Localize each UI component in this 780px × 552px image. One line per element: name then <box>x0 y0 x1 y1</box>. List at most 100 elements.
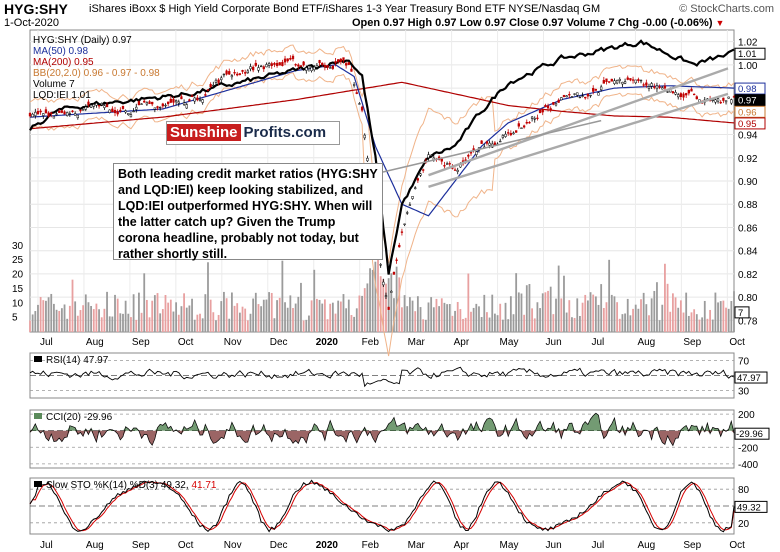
volume-bar <box>297 296 300 332</box>
volume-bar <box>201 318 204 332</box>
volume-bar <box>557 265 560 332</box>
price-candle-body <box>79 109 82 112</box>
volume-bar <box>597 304 600 332</box>
price-candle-body <box>220 77 223 80</box>
chart-header: HYG:SHY iShares iBoxx $ High Yield Corpo… <box>2 0 778 32</box>
price-candle-body <box>600 86 603 91</box>
volume-bar <box>318 299 321 332</box>
volume-bar <box>302 320 305 332</box>
price-candle-body <box>607 81 611 83</box>
volume-tick-label: 20 <box>12 270 24 281</box>
price-candle-body <box>302 61 305 66</box>
price-candle-body <box>344 63 348 66</box>
y-tick-label: 0.86 <box>738 223 758 234</box>
trendline-lower <box>428 92 729 188</box>
volume-bar <box>31 314 34 332</box>
volume-bar <box>695 314 698 332</box>
volume-badge <box>734 306 750 319</box>
volume-bar <box>345 308 348 332</box>
price-candle-body <box>34 111 37 116</box>
price-candle-body <box>398 244 401 248</box>
symbol-description: iShares iBoxx $ High Yield Corporate Bon… <box>89 3 601 15</box>
volume-bar <box>422 319 425 332</box>
price-candle-body <box>594 89 598 91</box>
chart-date: 1-Oct-2020 <box>4 17 60 29</box>
down-triangle-icon: ▼ <box>715 18 725 28</box>
volume-bar <box>584 294 587 332</box>
volume-bar <box>424 319 427 332</box>
volume-bar <box>119 313 122 332</box>
price-candle-body <box>238 73 242 75</box>
price-candle-body <box>403 223 406 225</box>
price-candle-body <box>507 132 510 134</box>
volume-bar <box>145 299 148 332</box>
volume-bar <box>395 266 398 332</box>
price-candle-body <box>55 113 58 115</box>
volume-bar <box>53 303 55 332</box>
volume-bar <box>207 262 209 332</box>
price-candle-body <box>488 142 491 146</box>
volume-bar <box>470 311 472 332</box>
volume-bar <box>435 298 438 332</box>
price-candle-body <box>228 71 231 75</box>
sto-badge-text: 49.32 <box>737 502 761 513</box>
volume-bar <box>709 309 711 332</box>
volume-bar <box>706 318 709 332</box>
price-candle-body <box>634 79 637 84</box>
x-tick-label-bottom: May <box>500 540 519 551</box>
volume-bar <box>581 302 584 332</box>
price-candle-body <box>337 59 340 62</box>
panel-legend-swatch <box>34 413 42 419</box>
price-candle-body <box>286 58 289 62</box>
price-candle-body <box>105 104 109 108</box>
price-candle-body <box>108 109 111 113</box>
price-candle-body <box>453 169 457 171</box>
volume-bar <box>579 315 581 332</box>
price-candle-body <box>395 259 398 261</box>
price-candle-body <box>581 95 584 97</box>
price-candle-body <box>515 130 518 133</box>
price-candle-body <box>562 94 566 98</box>
cci-negative-area <box>30 430 734 446</box>
volume-bar <box>212 312 215 332</box>
trendline-upper <box>428 67 729 177</box>
x-tick-label: Dec <box>270 337 288 348</box>
volume-bar <box>401 307 403 332</box>
volume-bar <box>103 308 106 332</box>
annotation-box: Both leading credit market ratios (HYG:S… <box>113 163 383 261</box>
price-candle-body <box>557 99 560 103</box>
volume-bar <box>175 302 178 332</box>
price-candle-body <box>58 110 61 113</box>
price-candle-body <box>350 68 353 72</box>
volume-bar <box>624 313 626 332</box>
volume-bar <box>456 301 459 332</box>
volume-bar <box>602 308 605 332</box>
x-tick-label: Aug <box>637 337 655 348</box>
price-candle-body <box>111 108 114 113</box>
volume-bar <box>326 319 329 332</box>
volume-bar <box>361 295 363 332</box>
price-candle-body <box>166 101 170 105</box>
price-candle-body <box>39 110 42 113</box>
volume-bar <box>50 293 53 332</box>
volume-bar <box>167 302 170 332</box>
volume-bar <box>116 298 119 332</box>
source-credit[interactable]: © StockCharts.com <box>679 3 774 15</box>
volume-bar <box>406 306 409 332</box>
volume-bar <box>47 297 50 332</box>
volume-bar <box>632 308 634 332</box>
price-candle-body <box>674 92 677 95</box>
volume-bar <box>520 293 523 332</box>
y-tick-label: 0.88 <box>738 200 758 211</box>
price-candle-body <box>445 163 449 165</box>
price-candle-body <box>530 116 534 119</box>
x-tick-label-bottom: Dec <box>270 540 288 551</box>
price-candle-body <box>334 61 337 64</box>
volume-bar <box>278 297 281 332</box>
price-candle-body <box>161 103 164 107</box>
price-candle-body <box>74 113 77 116</box>
price-candle-body <box>711 99 714 101</box>
price-candle-body <box>538 109 542 114</box>
volume-bar <box>257 304 260 332</box>
price-candle-body <box>214 79 218 83</box>
